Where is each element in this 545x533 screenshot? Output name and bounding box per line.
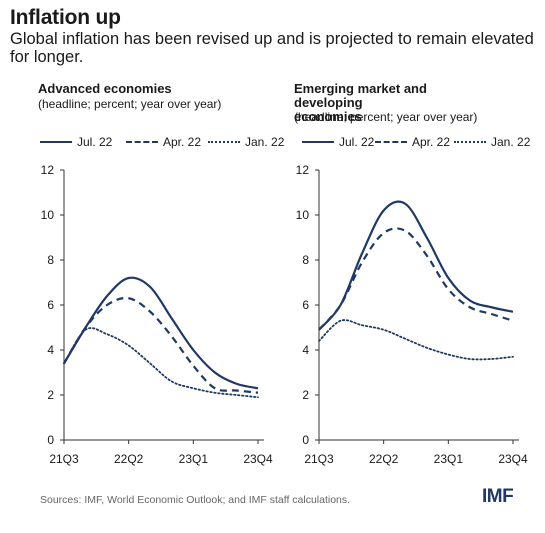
legend-label: Jul. 22 [77, 135, 113, 149]
y-tick-label: 0 [47, 433, 54, 447]
y-tick-label: 6 [302, 298, 309, 312]
legend-label: Jul. 22 [339, 135, 375, 149]
x-tick-label: 21Q3 [49, 452, 79, 466]
y-tick-label: 2 [47, 388, 54, 402]
chart-2-subtitle: (headline; percent; year over year) [294, 110, 478, 124]
legend-label: Apr. 22 [163, 135, 202, 149]
imf-logo: IMF [482, 486, 514, 507]
chart-1-legend: Jul. 22 Apr. 22 Jan. 22 [40, 134, 284, 150]
y-tick-label: 8 [302, 253, 309, 267]
legend-swatch-dashed [126, 141, 158, 143]
page-title: Inflation up [10, 6, 121, 29]
legend-swatch-dotted [208, 141, 240, 143]
legend-swatch-dotted [454, 141, 486, 143]
series-line-dashed [318, 227, 514, 331]
y-tick-label: 10 [41, 208, 55, 222]
series-line-dotted [318, 319, 514, 361]
y-tick-label: 12 [296, 163, 310, 177]
chart-1-title: Advanced economies [38, 81, 172, 96]
legend-label: Jan. 22 [245, 135, 285, 149]
legend-swatch-solid [40, 141, 72, 143]
source-note: Sources: IMF, World Economic Outlook; an… [40, 494, 351, 506]
chart-1-plot: 0 2 4 6 8 10 12 21Q3 22Q2 23Q1 23Q4 [41, 163, 273, 466]
series-line-solid [318, 200, 514, 331]
chart-1-subtitle: (headline; percent; year over year) [38, 97, 222, 111]
chart-2-plot: 0 2 4 6 8 10 12 21Q3 22Q2 23Q1 23Q4 [296, 163, 528, 466]
x-tick-label: 22Q2 [369, 452, 399, 466]
legend-label: Apr. 22 [412, 135, 451, 149]
x-tick-label: 23Q1 [434, 452, 464, 466]
y-tick-label: 8 [47, 253, 54, 267]
chart-2-legend: Jul. 22 Apr. 22 Jan. 22 [302, 134, 532, 150]
x-tick-label: 22Q2 [114, 452, 144, 466]
series-line-dotted [63, 327, 259, 399]
legend-swatch-solid [302, 141, 334, 143]
y-tick-label: 4 [302, 343, 309, 357]
y-tick-label: 12 [41, 163, 55, 177]
legend-label: Jan. 22 [491, 135, 531, 149]
y-tick-label: 6 [47, 298, 54, 312]
x-tick-label: 21Q3 [304, 452, 334, 466]
y-tick-label: 2 [302, 388, 309, 402]
y-tick-label: 4 [47, 343, 54, 357]
series-line-dashed [63, 296, 259, 394]
chart-2-title: Emerging market and developing economies [294, 81, 427, 124]
page-subtitle: Global inflation has been revised up and… [10, 30, 534, 66]
x-tick-label: 23Q4 [243, 452, 273, 466]
x-tick-label: 23Q1 [179, 452, 209, 466]
y-tick-label: 0 [302, 433, 309, 447]
series-line-solid [63, 276, 259, 390]
y-tick-label: 10 [296, 208, 310, 222]
x-tick-label: 23Q4 [498, 452, 528, 466]
legend-swatch-dashed [375, 141, 407, 143]
